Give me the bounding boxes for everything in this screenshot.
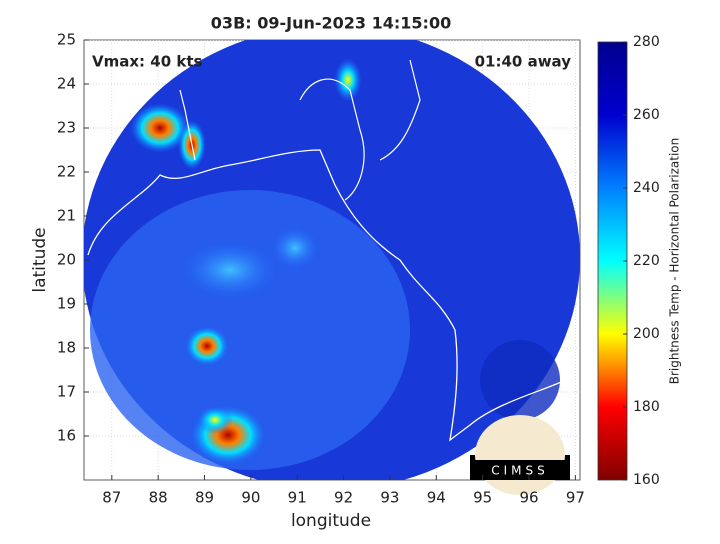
x-tick-label: 88 <box>149 489 168 507</box>
x-tick-label: 95 <box>473 489 492 507</box>
y-axis-label: latitude <box>30 227 50 292</box>
y-tick-label: 25 <box>57 31 76 49</box>
y-tick-label: 22 <box>57 163 76 181</box>
colorbar-tick-label: 220 <box>633 253 660 269</box>
y-tick-label: 18 <box>57 339 76 357</box>
colorbar-tick-label: 180 <box>633 399 660 415</box>
annotation: Vmax: 40 kts <box>92 53 202 71</box>
colorbar-tick-label: 280 <box>633 34 660 50</box>
y-tick-label: 24 <box>57 75 76 93</box>
x-tick-label: 87 <box>102 489 121 507</box>
y-tick-label: 19 <box>57 295 76 313</box>
colorbar-tick-label: 200 <box>633 326 660 342</box>
logo-text: CIMSS <box>491 464 549 478</box>
x-axis-label: longitude <box>291 511 371 531</box>
colorbar-tick-label: 240 <box>633 180 660 196</box>
x-tick-label: 94 <box>427 489 446 507</box>
x-tick-label: 90 <box>241 489 260 507</box>
y-tick-label: 23 <box>57 119 76 137</box>
x-tick-label: 96 <box>519 489 538 507</box>
logo: CIMSS <box>470 415 570 495</box>
y-tick-label: 17 <box>57 383 76 401</box>
x-tick-label: 92 <box>334 489 353 507</box>
annotation: 01:40 away <box>475 53 572 71</box>
colorbar-tick-label: 260 <box>633 107 660 123</box>
y-tick-label: 20 <box>57 251 76 269</box>
x-tick-label: 89 <box>195 489 214 507</box>
colorbar-tick-label: 160 <box>633 472 660 488</box>
chart-title: 03B: 09-Jun-2023 14:15:00 <box>211 14 451 33</box>
x-tick-label: 97 <box>566 489 585 507</box>
satellite-image <box>84 40 580 480</box>
x-tick-label: 91 <box>288 489 307 507</box>
x-tick-label: 93 <box>380 489 399 507</box>
colorbar-label: Brightness Temp - Horizontal Polarizatio… <box>668 138 682 385</box>
colorbar <box>597 41 628 481</box>
y-tick-label: 21 <box>57 207 76 225</box>
y-tick-label: 16 <box>57 427 76 445</box>
